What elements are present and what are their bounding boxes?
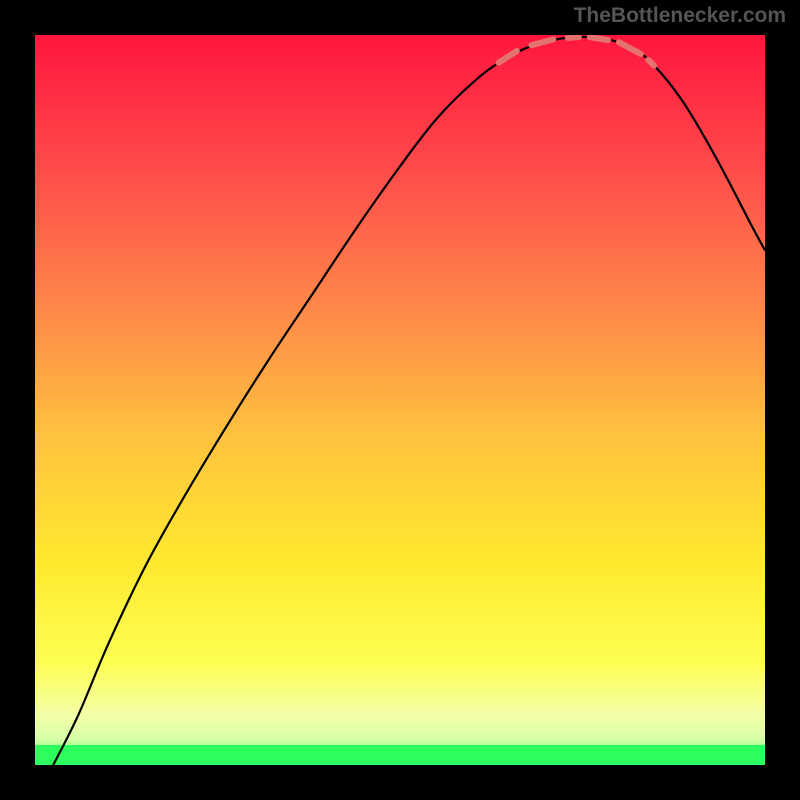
curve-layer <box>35 35 765 765</box>
marker-group <box>499 37 654 65</box>
marker-dash <box>531 39 553 45</box>
marker-dash <box>499 51 517 63</box>
plot-area <box>35 35 765 765</box>
marker-dash <box>648 60 654 66</box>
marker-dash <box>590 37 608 40</box>
watermark-text: TheBottlenecker.com <box>574 4 786 28</box>
marker-dash <box>568 37 579 38</box>
marker-dash <box>619 42 641 54</box>
main-curve <box>53 37 765 765</box>
